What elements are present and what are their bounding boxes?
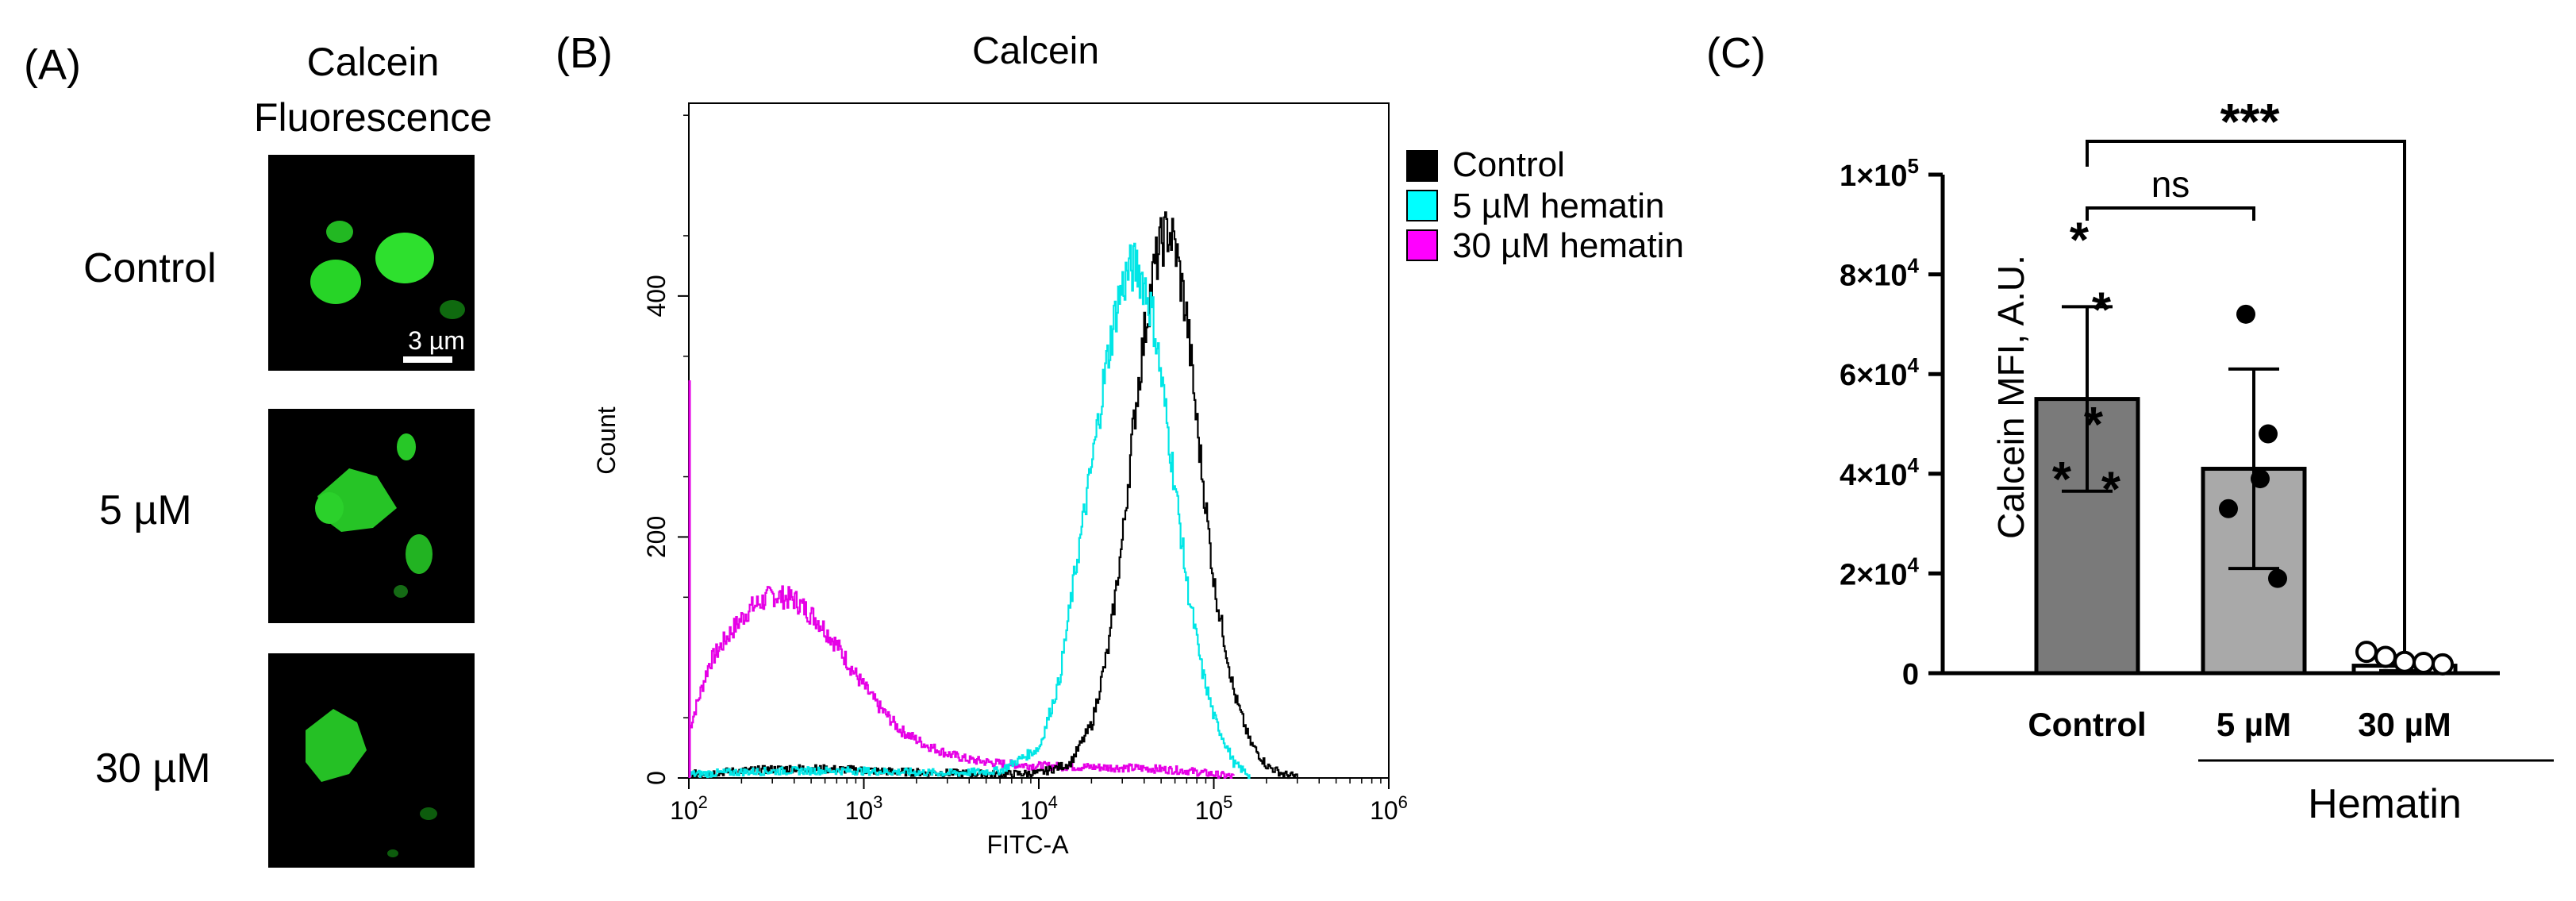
histogram-series-line <box>689 242 1251 780</box>
data-point: * <box>2092 283 2112 338</box>
micrograph-30um <box>268 653 475 868</box>
x-tick-label: 102 <box>670 792 708 825</box>
data-point <box>2413 651 2435 674</box>
micrograph-30um-bg <box>268 653 475 868</box>
histogram-y-axis: 0 200 400 <box>642 114 689 785</box>
histogram-x-label: FITC-A <box>986 830 1069 859</box>
data-point: * <box>2101 463 2121 518</box>
data-point <box>2355 641 2378 664</box>
significance-bracket <box>2086 140 2406 651</box>
x-tick-label: 106 <box>1370 792 1408 825</box>
cell-blob <box>440 300 465 319</box>
data-point <box>2219 499 2238 518</box>
x-tick-label: 30 µM <box>2358 706 2451 743</box>
y-tick-label: 6×104 <box>1840 353 1920 392</box>
histogram-title: Calcein <box>972 30 1099 72</box>
micrograph-control-bg <box>268 155 475 371</box>
cell-blob <box>326 221 353 243</box>
legend-swatch-30um <box>1406 229 1438 261</box>
micrograph-5um <box>268 409 475 623</box>
significance-bracket <box>2086 206 2255 221</box>
significance-label: *** <box>2220 93 2280 150</box>
row-label-5um: 5 µM <box>99 487 192 533</box>
data-point: * <box>2084 398 2104 452</box>
y-tick-label: 0 <box>642 771 671 785</box>
legend-swatch-5um <box>1406 190 1438 221</box>
y-tick-label: 4×104 <box>1840 453 1920 492</box>
panel-a: (A) Calcein Fluorescence Control 5 µM 30… <box>24 40 492 868</box>
histogram-legend: Control 5 µM hematin 30 µM hematin <box>1406 145 1684 265</box>
bar-y-axis: 0 2×104 4×104 6×104 8×104 1×105 <box>1840 154 2500 691</box>
data-point <box>2268 568 2287 588</box>
significance-label: ns <box>2151 164 2190 205</box>
data-point <box>2432 653 2454 676</box>
histogram-series-line <box>689 585 1235 780</box>
x-tick-label: 103 <box>845 792 883 825</box>
x-tick-label: 104 <box>1020 792 1058 825</box>
bar-y-label: Calcein MFI, A.U. <box>1990 255 2032 539</box>
histogram-y-label: Count <box>592 406 621 475</box>
panel-b-label: (B) <box>556 29 613 77</box>
cell-blob <box>397 433 416 460</box>
data-point: * <box>2070 214 2090 268</box>
row-label-30um: 30 µM <box>95 745 211 791</box>
data-point <box>2236 304 2255 324</box>
legend-label-control: Control <box>1452 145 1565 184</box>
data-point <box>2374 645 2397 668</box>
cell-blob <box>310 260 361 304</box>
cell-blob <box>420 807 437 820</box>
histogram-series <box>688 211 1298 780</box>
y-tick-label: 2×104 <box>1840 553 1920 591</box>
y-tick-label: 200 <box>642 516 671 558</box>
cell-blob <box>394 585 408 598</box>
x-tick-label: Control <box>2028 706 2146 743</box>
bar-bars: **** * <box>2034 214 2458 676</box>
significance-annotations: ns*** <box>2086 93 2406 651</box>
y-tick-label: 0 <box>1902 658 1919 691</box>
legend-swatch-control <box>1406 150 1438 182</box>
panel-c-label: (C) <box>1706 29 1766 77</box>
data-point <box>2393 650 2416 673</box>
micrograph-control: 3 µm <box>268 155 475 371</box>
cell-blob <box>306 709 367 782</box>
data-point <box>2259 424 2278 444</box>
data-point <box>2251 469 2270 489</box>
bar-x-axis: Control 5 µM 30 µM <box>2028 706 2451 743</box>
x-tick-label: 5 µM <box>2217 706 2291 743</box>
panel-a-header-line2: Fluorescence <box>254 95 492 140</box>
y-tick-label: 1×105 <box>1840 154 1919 193</box>
panel-c: (C) Calcein MFI, A.U. 0 2×104 4×104 6×104 8×… <box>1706 29 2554 827</box>
cell-blob <box>406 534 433 574</box>
y-tick-label: 8×104 <box>1840 254 1920 293</box>
histogram-frame <box>688 102 1390 779</box>
legend-label-5um: 5 µM hematin <box>1452 187 1664 225</box>
panel-b: (B) Calcein 0 200 400 102 103 104 105 106 FITC… <box>556 29 1684 859</box>
hematin-group-label: Hematin <box>2308 781 2462 827</box>
scale-bar <box>403 356 452 363</box>
row-label-control: Control <box>83 245 217 291</box>
cell-blob <box>315 492 344 524</box>
histogram-x-axis: 102 103 104 105 106 <box>670 778 1408 825</box>
panel-a-label: (A) <box>24 41 81 89</box>
data-point: * <box>2052 452 2072 507</box>
panel-a-header-line1: Calcein <box>307 40 440 84</box>
scale-bar-label: 3 µm <box>408 326 465 355</box>
cell-blob <box>375 233 434 283</box>
cell-blob <box>387 849 398 857</box>
x-tick-label: 105 <box>1195 792 1233 825</box>
legend-label-30um: 30 µM hematin <box>1452 226 1684 265</box>
y-tick-label: 400 <box>642 275 671 317</box>
